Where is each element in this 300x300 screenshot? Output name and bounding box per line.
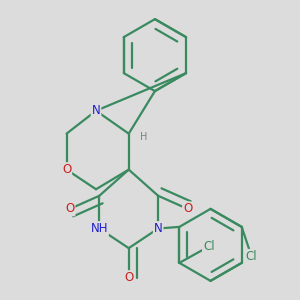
Text: Cl: Cl [246,250,257,263]
Text: N: N [92,104,100,117]
Text: Cl: Cl [203,240,214,253]
Text: NH: NH [91,222,108,235]
Text: O: O [124,271,134,284]
Text: O: O [62,163,71,176]
Text: H: H [140,132,147,142]
Text: O: O [183,202,192,215]
Text: N: N [154,222,163,235]
Text: O: O [65,202,74,215]
